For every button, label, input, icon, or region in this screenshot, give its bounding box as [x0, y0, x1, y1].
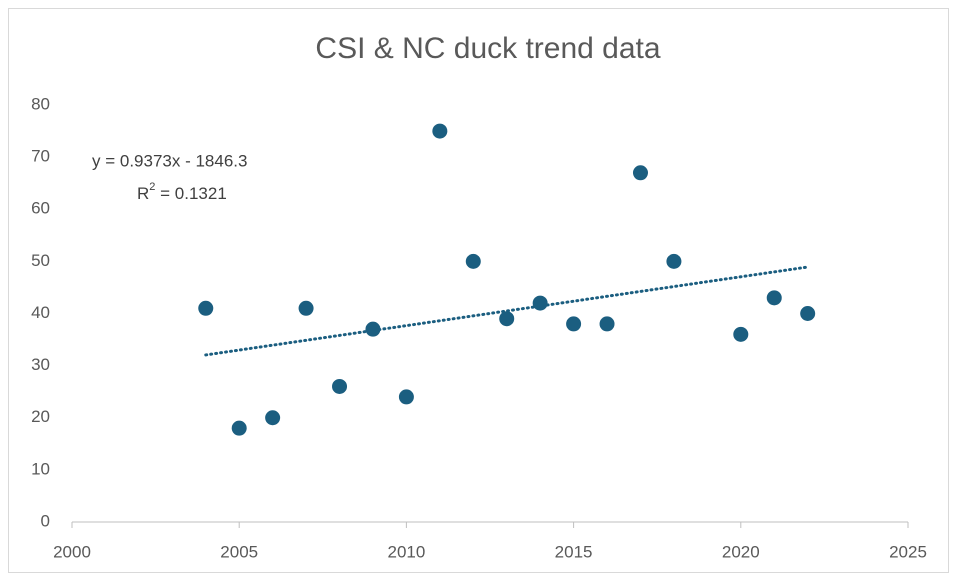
scatter-point — [365, 321, 381, 337]
y-tick-label: 60 — [31, 199, 50, 218]
scatter-point — [599, 316, 615, 332]
y-tick-label: 0 — [41, 511, 50, 530]
chart-title: CSI & NC duck trend data — [315, 32, 660, 65]
x-tick-label: 2020 — [722, 542, 760, 561]
scatter-point — [432, 123, 448, 139]
trendline — [204, 265, 810, 357]
scatter-point — [632, 165, 648, 181]
scatter-point — [532, 295, 548, 311]
y-tick-label: 70 — [31, 147, 50, 166]
y-tick-label: 20 — [31, 407, 50, 426]
y-tick-label: 80 — [31, 94, 50, 113]
chart-border — [8, 8, 949, 573]
scatter-point — [733, 326, 749, 342]
y-tick-label: 10 — [31, 459, 50, 478]
trend-equation: y = 0.9373x - 1846.3 — [92, 151, 247, 170]
scatter-point — [298, 300, 314, 316]
x-tick-label: 2000 — [53, 542, 91, 561]
scatter-point — [465, 253, 481, 269]
scatter-point — [265, 410, 281, 426]
r2-sup: 2 — [149, 181, 155, 193]
trend-r2: R2 = 0.1321 — [137, 181, 227, 204]
scatter-point — [398, 389, 414, 405]
scatter-point — [332, 378, 348, 394]
scatter-point — [566, 316, 582, 332]
y-tick-label: 30 — [31, 355, 50, 374]
r2-rest: = 0.1321 — [155, 184, 226, 203]
x-tick-label: 2010 — [387, 542, 425, 561]
scatter-point — [666, 253, 682, 269]
x-tick-label: 2005 — [220, 542, 258, 561]
scatter-point — [499, 311, 515, 327]
scatter-point — [800, 306, 816, 321]
y-tick-label: 40 — [31, 303, 50, 322]
x-tick-label: 2025 — [889, 542, 927, 561]
r2-base: R — [137, 184, 149, 203]
x-tick-label: 2015 — [555, 542, 593, 561]
scatter-point — [198, 300, 214, 316]
y-tick-label: 50 — [31, 251, 50, 270]
scatter-point — [231, 420, 247, 436]
scatter-point — [766, 290, 782, 306]
